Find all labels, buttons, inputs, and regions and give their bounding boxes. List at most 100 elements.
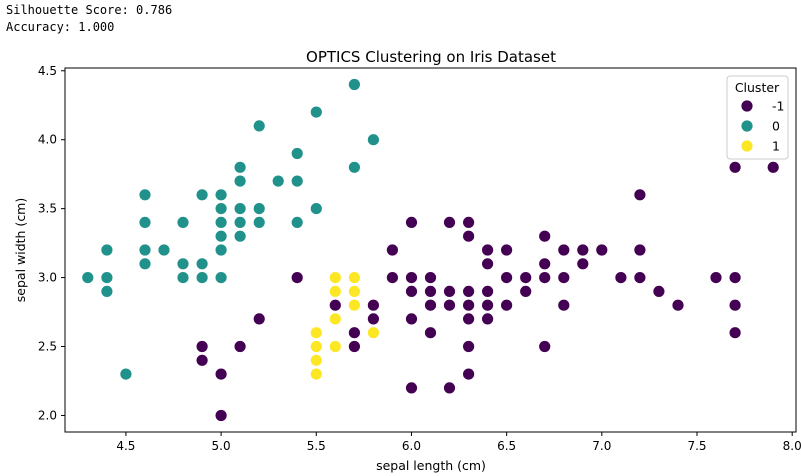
scatter-point (500, 243, 514, 257)
scatter-point (481, 284, 495, 298)
scatter-point (576, 257, 590, 271)
scatter-point (424, 298, 437, 312)
scatter-point (233, 340, 247, 353)
scatter-point (309, 367, 323, 381)
chart-title: OPTICS Clustering on Iris Dataset (306, 48, 556, 66)
scatter-point (728, 326, 742, 340)
scatter-point (347, 271, 361, 285)
scatter-point (500, 271, 514, 285)
scatter-point (385, 271, 399, 285)
scatter-point (233, 229, 247, 243)
scatter-point (138, 257, 152, 271)
scatter-point (614, 271, 628, 285)
scatter-point (481, 312, 495, 326)
scatter-point (176, 271, 190, 285)
scatter-point (538, 340, 552, 353)
scatter-point (214, 243, 228, 257)
scatter-point (538, 271, 552, 285)
x-tick-label: 4.5 (116, 439, 135, 453)
y-tick-label: 2.0 (38, 408, 57, 422)
scatter-point (519, 284, 533, 298)
scatter-point (195, 340, 209, 353)
x-tick-label: 7.0 (592, 439, 611, 453)
scatter-point (443, 215, 456, 229)
scatter-point (252, 215, 266, 229)
x-tick-label: 7.5 (687, 439, 706, 453)
scatter-point (157, 243, 171, 257)
scatter-point (481, 257, 495, 271)
scatter-point (233, 202, 247, 216)
scatter-point (557, 243, 571, 257)
scatter-point (652, 284, 666, 298)
scatter-point (405, 381, 418, 395)
scatter-point (290, 174, 304, 188)
scatter-point (424, 284, 437, 298)
scatter-point (81, 271, 95, 285)
scatter-point (233, 174, 247, 188)
scatter-point (119, 367, 133, 381)
scatter-point (633, 188, 647, 202)
scatter-point (328, 271, 342, 285)
scatter-point (633, 271, 647, 285)
x-tick-label: 5.5 (307, 439, 326, 453)
scatter-point (481, 243, 495, 257)
scatter-point (195, 188, 209, 202)
scatter-point (138, 243, 152, 257)
x-tick-label: 6.0 (402, 439, 421, 453)
scatter-point (366, 298, 380, 312)
scatter-point (328, 284, 342, 298)
scatter-point (309, 353, 323, 367)
scatter-point (500, 298, 514, 312)
scatter-point (443, 284, 456, 298)
scatter-point (462, 312, 476, 326)
scatter-point (366, 312, 380, 326)
scatter-point (366, 133, 380, 147)
scatter-point (100, 271, 114, 285)
y-tick-label: 4.5 (38, 64, 57, 78)
y-tick-label: 2.5 (38, 340, 57, 354)
legend-label: -1 (772, 99, 784, 114)
scatter-point (214, 202, 228, 216)
scatter-point (462, 367, 476, 381)
scatter-point (519, 271, 533, 285)
plot-frame (64, 67, 797, 433)
scatter-point (195, 257, 209, 271)
scatter-point (214, 229, 228, 243)
scatter-point (347, 298, 361, 312)
scatter-point (214, 367, 228, 381)
scatter-point (385, 243, 399, 257)
scatter-point (481, 298, 495, 312)
scatter-point (100, 284, 114, 298)
legend-box (726, 75, 789, 160)
scatter-point (214, 188, 228, 202)
scatter-point (766, 160, 780, 174)
scatter-point (538, 229, 552, 243)
scatter-point (347, 340, 361, 353)
scatter-point (728, 160, 742, 174)
scatter-point (347, 78, 361, 91)
scatter-point (671, 298, 685, 312)
scatter-point (214, 409, 228, 422)
x-tick-label: 8.0 (783, 439, 801, 453)
scatter-point (290, 215, 304, 229)
silhouette-score-text: Silhouette Score: 0.786 (6, 3, 173, 17)
scatter-point (405, 271, 418, 285)
legend-marker (740, 139, 754, 153)
x-axis-ticks: 4.5 5.0 5.5 6.0 6.5 7.0 7.5 8.0 (116, 432, 801, 453)
scatter-point (252, 202, 266, 216)
legend-marker (740, 99, 754, 113)
scatter-point (347, 284, 361, 298)
scatter-point (195, 353, 209, 367)
scatter-point (195, 271, 209, 285)
scatter-point (557, 271, 571, 285)
scatter-point (309, 105, 323, 119)
scatter-point (214, 271, 228, 285)
scatter-point (214, 215, 228, 229)
scatter-point (252, 119, 266, 133)
scatter-point (405, 284, 418, 298)
scatter-point (328, 312, 342, 326)
y-tick-label: 4.0 (38, 133, 57, 147)
scatter-point (138, 215, 152, 229)
scatter-point (424, 326, 437, 340)
scatter-point (309, 340, 323, 353)
